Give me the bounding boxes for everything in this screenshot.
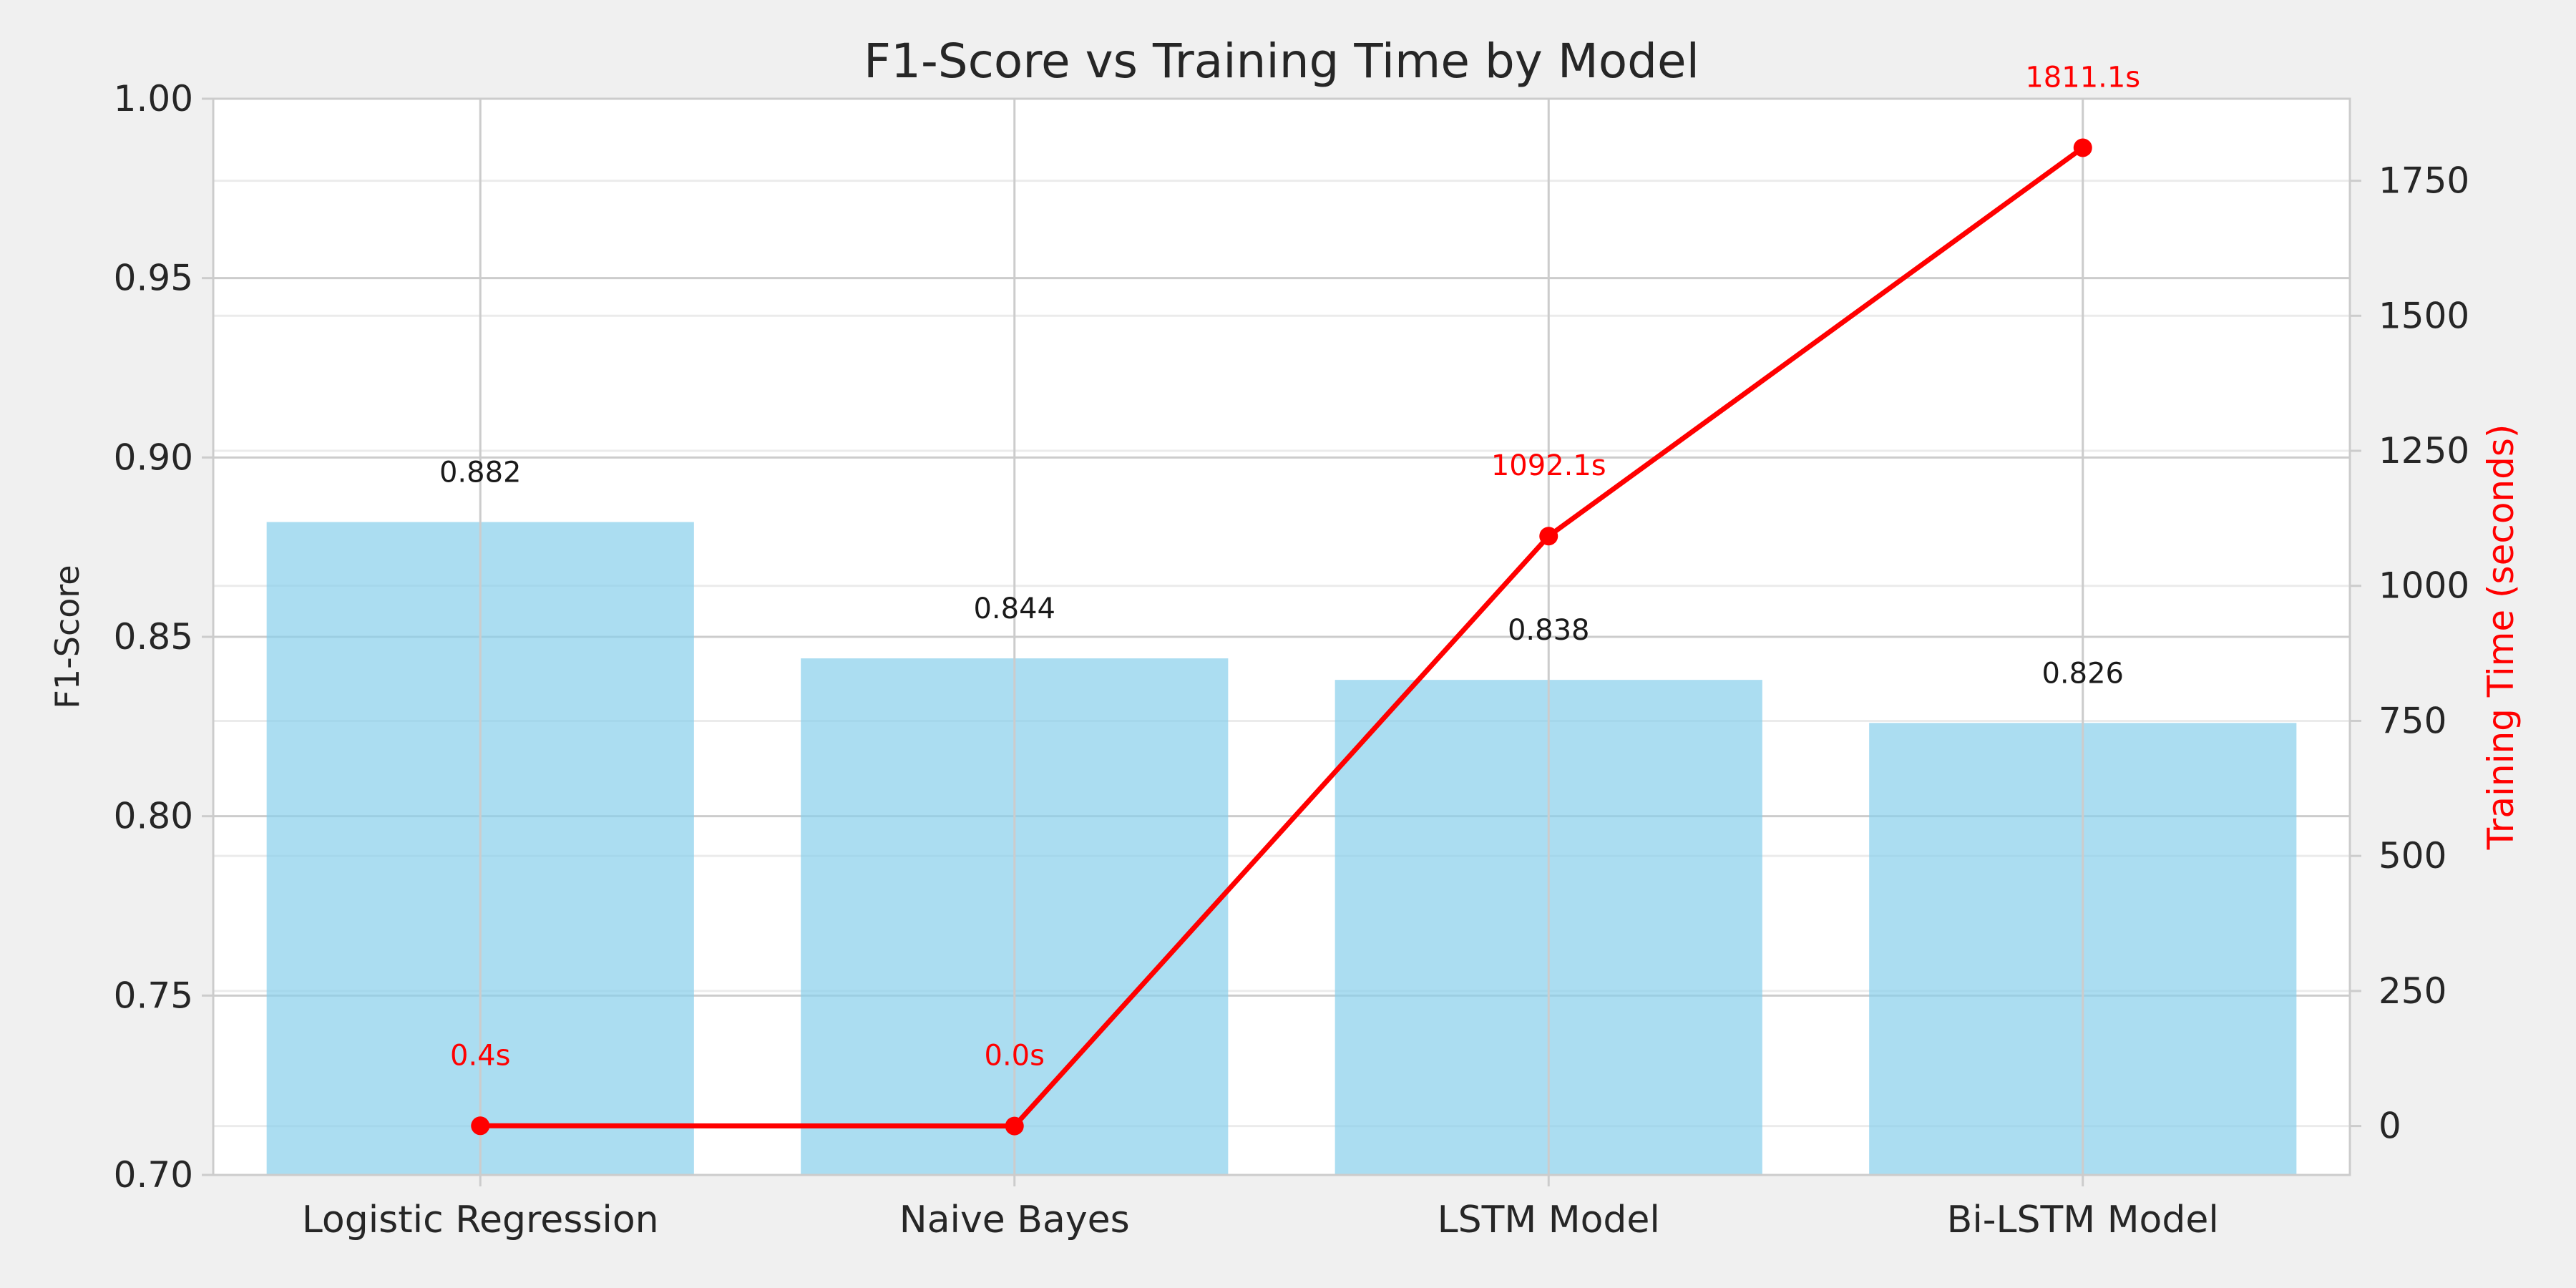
y-tick-label-right: 250 xyxy=(2379,970,2446,1012)
y-tick-label-left: 0.90 xyxy=(114,436,193,478)
y-tick-label-right: 0 xyxy=(2379,1106,2401,1147)
training-time-line xyxy=(480,145,2084,1129)
training-time-label: 0.4s xyxy=(450,1039,510,1072)
y-tick-label-right: 1750 xyxy=(2379,160,2469,202)
axis-layer: 0.70 0.75 0.80 0.85 0.90 0.95 1.00 0 250 500 750 10… xyxy=(114,78,2470,1241)
y-tick-label-right: 1000 xyxy=(2379,565,2469,607)
training-time-point xyxy=(1005,1116,1024,1136)
x-tick-label: Bi-LSTM Model xyxy=(1947,1199,2219,1241)
training-time-point xyxy=(1539,527,1558,546)
y-tick-label-right: 1250 xyxy=(2379,430,2469,472)
x-tick-label: Logistic Regression xyxy=(302,1199,659,1241)
y-tick-label-left: 0.95 xyxy=(114,258,193,299)
chart-title: F1-Score vs Training Time by Model xyxy=(864,34,1699,89)
bar-value-label: 0.826 xyxy=(2041,657,2124,690)
bar-value-label: 0.838 xyxy=(1508,614,1590,647)
y-tick-label-left: 0.70 xyxy=(114,1154,193,1196)
y-tick-label-right: 750 xyxy=(2379,700,2446,741)
y-tick-label-left: 0.75 xyxy=(114,975,193,1016)
training-time-label: 1811.1s xyxy=(2025,61,2140,94)
bar-value-label: 0.844 xyxy=(973,592,1055,625)
line-layer xyxy=(471,138,2092,1136)
y-tick-label-right: 500 xyxy=(2379,835,2446,877)
training-time-label: 1092.1s xyxy=(1491,449,1606,482)
bar-value-label: 0.882 xyxy=(439,457,522,489)
training-time-label: 0.0s xyxy=(985,1040,1045,1073)
y-axis-label-right: Training Time (seconds) xyxy=(2480,424,2522,851)
x-tick-label: LSTM Model xyxy=(1438,1199,1660,1241)
training-time-point xyxy=(471,1116,490,1136)
y-tick-label-left: 1.00 xyxy=(114,78,193,119)
label-layer: 0.882 0.844 0.838 0.826 0.4s 0.0s 1092.1s 1811.… xyxy=(439,61,2140,1072)
x-tick-label: Naive Bayes xyxy=(899,1199,1130,1241)
vertical-grid-layer xyxy=(479,99,2084,1175)
training-time-point xyxy=(2073,138,2092,157)
y-axis-label-left: F1-Score xyxy=(48,565,87,708)
y-tick-label-left: 0.80 xyxy=(114,796,193,837)
y-tick-label-right: 1500 xyxy=(2379,295,2469,336)
y-tick-label-left: 0.85 xyxy=(114,616,193,658)
